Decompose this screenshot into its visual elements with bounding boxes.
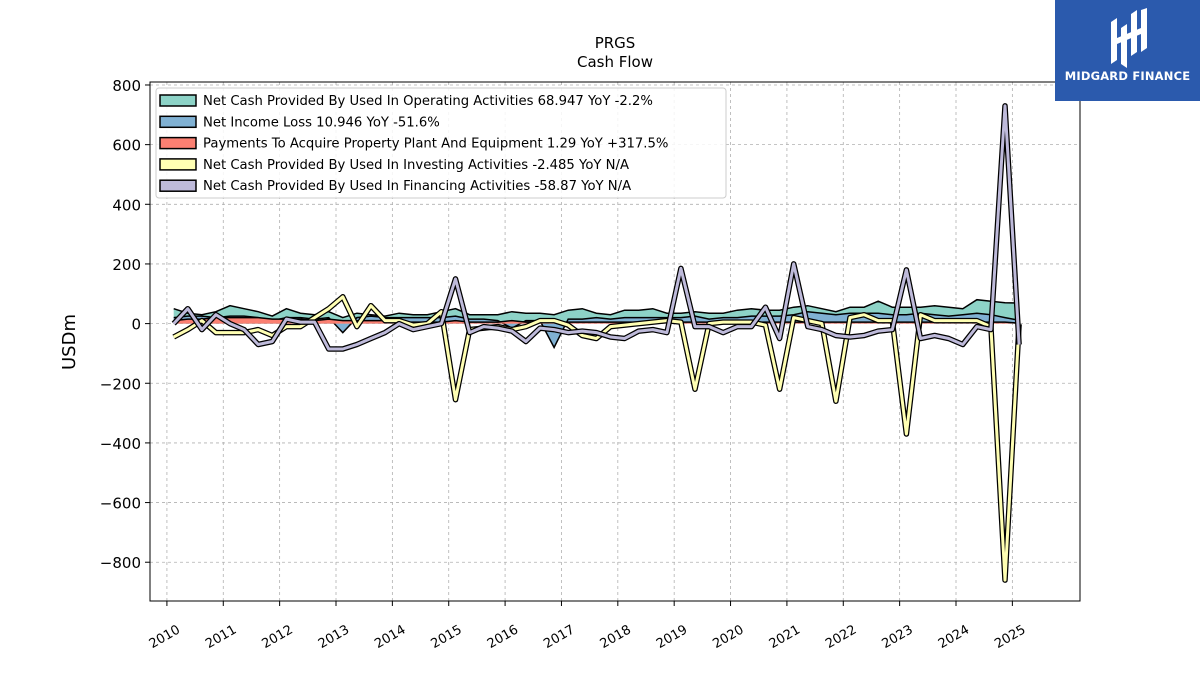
- x-tick-label: 2019: [654, 622, 690, 652]
- x-tick-label: 2021: [767, 622, 803, 652]
- chart-subtitle: Cash Flow: [577, 53, 653, 71]
- midgard-logo-icon: [1111, 8, 1147, 68]
- series-line-net-cash-provided-by-used-in-investing-activities: [173, 295, 1021, 582]
- x-tick-label: 2017: [541, 622, 577, 652]
- legend-box: [155, 87, 727, 199]
- x-tick-label: 2020: [710, 622, 746, 652]
- y-tick-label: 600: [112, 137, 141, 155]
- y-tick-label: 0: [131, 316, 141, 334]
- brand-name: MIDGARD FINANCE: [1064, 69, 1191, 83]
- x-tick-label: 2013: [316, 622, 352, 652]
- y-tick-label: 200: [112, 256, 141, 274]
- x-tick-label: 2014: [372, 622, 408, 652]
- plot-area-frame: [149, 81, 1081, 602]
- series-line-net-cash-provided-by-used-in-financing-activities: [172, 104, 1021, 351]
- y-tick-label: −600: [100, 495, 141, 513]
- x-tick-label: 2016: [485, 622, 521, 652]
- legend-entry-label: Net Cash Provided By Used In Financing A…: [203, 179, 631, 194]
- legend-swatch: [159, 136, 197, 150]
- x-tick-label: 2022: [823, 622, 859, 652]
- x-tick-label: 2015: [429, 622, 465, 652]
- series-layer: [171, 103, 1022, 583]
- y-tick-label: −400: [100, 435, 141, 453]
- chart-title: PRGS: [595, 34, 636, 52]
- legend-entry-label: Net Cash Provided By Used In Investing A…: [203, 158, 629, 173]
- legend-swatch: [159, 94, 197, 107]
- x-tick-label: 2018: [598, 622, 634, 652]
- legend-swatch: [159, 115, 197, 129]
- brand-logo: MIDGARD FINANCE: [1055, 0, 1200, 101]
- legend-entry-label: Net Income Loss 10.946 YoY -51.6%: [203, 115, 440, 130]
- legend-swatch: [159, 158, 197, 171]
- x-tick-label: 2023: [879, 622, 915, 652]
- y-tick-label: 400: [112, 196, 141, 214]
- y-tick-label: −800: [100, 554, 141, 572]
- x-tick-label: 2025: [992, 622, 1028, 652]
- y-axis-label: USDm: [59, 314, 80, 370]
- legend-swatch: [159, 179, 197, 192]
- x-tick-label: 2012: [259, 622, 295, 652]
- y-tick-label: −200: [100, 375, 141, 393]
- x-tick-label: 2010: [147, 622, 183, 652]
- x-tick-label: 2024: [936, 622, 972, 652]
- legend-entry-label: Payments To Acquire Property Plant And E…: [203, 137, 668, 152]
- legend-entry-label: Net Cash Provided By Used In Operating A…: [203, 94, 653, 109]
- y-tick-label: 800: [112, 77, 141, 95]
- legend: Net Cash Provided By Used In Operating A…: [155, 87, 727, 199]
- x-tick-label: 2011: [203, 622, 239, 652]
